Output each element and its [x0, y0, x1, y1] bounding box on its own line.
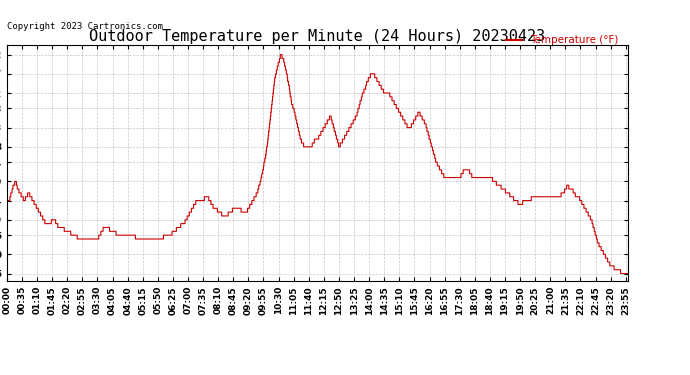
Title: Outdoor Temperature per Minute (24 Hours) 20230423: Outdoor Temperature per Minute (24 Hours… — [89, 29, 546, 44]
Legend: Temperature (°F): Temperature (°F) — [502, 31, 622, 50]
Text: Copyright 2023 Cartronics.com: Copyright 2023 Cartronics.com — [7, 22, 163, 31]
